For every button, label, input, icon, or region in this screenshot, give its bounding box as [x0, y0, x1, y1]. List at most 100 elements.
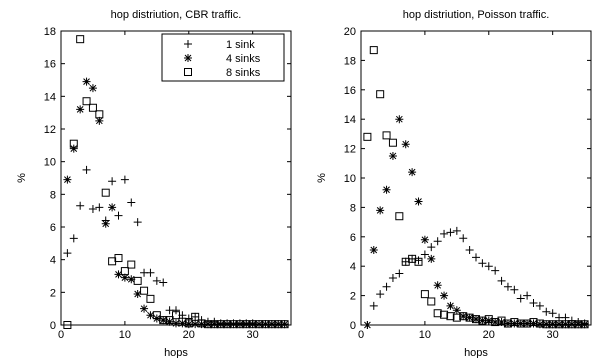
data-point	[516, 319, 525, 328]
data-point	[82, 77, 91, 86]
data-point	[516, 294, 525, 303]
data-point	[561, 320, 570, 329]
data-point	[420, 290, 429, 299]
data-point	[140, 286, 149, 295]
legend-label: 4 sinks	[226, 53, 261, 65]
data-point	[510, 318, 519, 327]
chart-1: hop distriution, CBR traffic.hops%0 10 20 3…	[16, 9, 292, 358]
data-point	[535, 319, 544, 328]
data-point	[574, 320, 583, 329]
data-point	[95, 203, 104, 212]
data-point	[178, 319, 187, 328]
x-tick-label: 0	[358, 329, 364, 341]
data-point	[395, 269, 404, 278]
x-tick-label: 10	[119, 329, 131, 341]
data-point	[223, 320, 232, 329]
data-point	[465, 313, 474, 322]
data-point	[88, 205, 97, 214]
x-tick-label: 10	[419, 329, 431, 341]
data-point	[427, 243, 436, 252]
data-point	[242, 320, 251, 329]
data-point	[114, 211, 123, 220]
data-point	[388, 273, 397, 282]
y-tick-label: 6	[350, 232, 356, 244]
data-point	[216, 320, 225, 329]
legend: 1 sink 4 sinks 8 sinks	[161, 33, 285, 82]
data-point	[433, 309, 442, 318]
data-point	[382, 185, 391, 194]
data-point	[459, 312, 468, 321]
series-1-sink	[363, 226, 589, 329]
data-point	[452, 313, 461, 322]
data-point	[191, 312, 200, 321]
data-point	[542, 307, 551, 316]
y-tick-label: 18	[344, 55, 356, 67]
data-point	[401, 140, 410, 149]
data-point	[497, 276, 506, 285]
y-tick-label: 0	[50, 320, 56, 332]
data-point	[542, 320, 551, 329]
data-point	[529, 319, 538, 328]
data-point	[484, 316, 493, 325]
data-point	[369, 46, 378, 55]
data-point	[452, 226, 461, 235]
series-4-sinks	[63, 77, 289, 329]
data-point	[120, 273, 129, 282]
series-4-sinks	[363, 115, 589, 329]
data-point	[267, 320, 276, 329]
data-point	[82, 165, 91, 174]
data-point	[363, 132, 372, 141]
legend-label: 8 sinks	[226, 67, 261, 79]
data-point	[516, 319, 525, 328]
data-point	[408, 254, 417, 263]
data-point	[140, 304, 149, 313]
y-tick-label: 2	[50, 287, 56, 299]
x-tick-label: 20	[483, 329, 495, 341]
data-point	[76, 35, 85, 44]
data-point	[567, 320, 576, 329]
data-point	[503, 282, 512, 291]
data-point	[376, 290, 385, 299]
data-point	[165, 317, 174, 326]
data-point	[491, 318, 500, 327]
data-point	[472, 315, 480, 324]
data-point	[440, 229, 449, 238]
data-point	[465, 313, 474, 322]
data-point	[114, 270, 123, 279]
data-point	[446, 301, 455, 310]
data-point	[191, 320, 200, 329]
data-point	[216, 320, 225, 329]
data-point	[172, 306, 180, 315]
y-tick-label: 10	[44, 157, 56, 169]
data-point	[127, 260, 136, 269]
data-point	[69, 144, 78, 153]
y-tick-label: 6	[50, 222, 56, 234]
data-point	[223, 320, 232, 329]
y-axis-label: %	[16, 173, 28, 183]
data-point	[229, 320, 238, 329]
data-point	[446, 312, 455, 321]
data-point	[159, 278, 168, 287]
data-point	[459, 312, 468, 321]
data-point	[108, 177, 117, 186]
data-point	[414, 197, 423, 206]
x-tick-label: 20	[183, 329, 195, 341]
data-point	[497, 318, 506, 327]
data-point	[414, 257, 423, 266]
data-point	[440, 310, 449, 319]
data-point	[369, 301, 378, 310]
y-tick-label: 4	[350, 261, 356, 273]
data-point	[203, 320, 212, 329]
data-point	[548, 309, 557, 318]
data-point	[152, 311, 161, 320]
data-point	[127, 198, 136, 207]
data-point	[165, 316, 174, 325]
data-point	[478, 316, 487, 325]
data-point	[210, 320, 219, 329]
data-point	[146, 311, 155, 320]
data-point	[133, 276, 142, 285]
data-point	[108, 203, 117, 212]
data-point	[561, 320, 570, 329]
x-tick-label: 30	[547, 329, 559, 341]
legend-label: 1 sink	[226, 39, 255, 51]
